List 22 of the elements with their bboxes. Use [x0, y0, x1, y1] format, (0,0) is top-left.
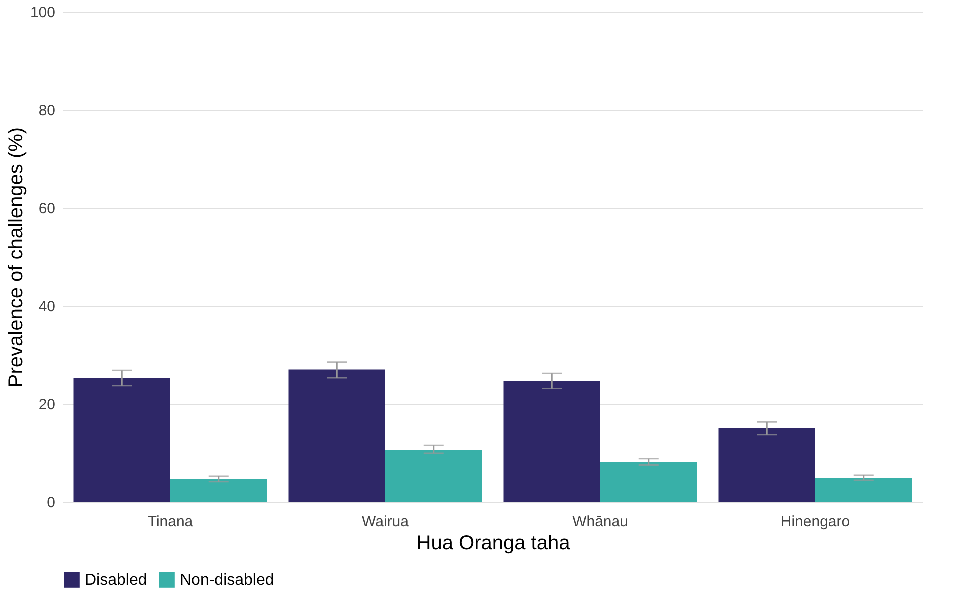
bar — [504, 380, 600, 502]
x-tick-label: Whānau — [572, 514, 628, 530]
y-axis-title: Prevalence of challenges (%) — [5, 127, 28, 388]
y-tick-label: 80 — [38, 102, 56, 120]
legend-label: Disabled — [85, 572, 148, 589]
y-tick-label: 40 — [38, 298, 56, 316]
y-tick-label: 100 — [30, 4, 56, 22]
x-tick-label: Wairua — [362, 514, 410, 530]
x-tick-label: Tinana — [148, 514, 194, 530]
bar — [816, 478, 912, 502]
y-tick-label: 60 — [38, 200, 56, 218]
bar — [288, 370, 386, 502]
bar — [74, 378, 170, 502]
y-tick-label: 20 — [38, 396, 56, 414]
legend-label: Non-disabled — [180, 572, 274, 589]
y-tick-label: 0 — [47, 494, 56, 512]
bar — [718, 428, 816, 502]
bar — [600, 462, 698, 502]
bar — [386, 450, 482, 502]
bar — [170, 479, 268, 502]
x-axis-title: Hua Oranga taha — [416, 532, 572, 554]
x-tick-label: Hinengaro — [780, 514, 850, 530]
